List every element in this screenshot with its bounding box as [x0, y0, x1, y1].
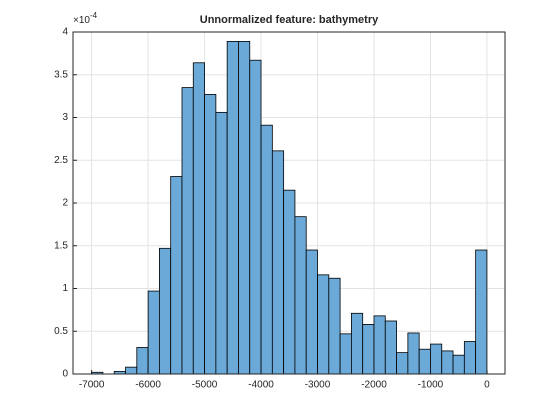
y-tick-label: 3 [62, 112, 68, 123]
bar [475, 249, 488, 375]
bar [238, 41, 251, 375]
y-multiplier: ×10-4 [73, 11, 98, 26]
y-tick-label: 0.5 [54, 326, 68, 337]
bar [384, 320, 397, 375]
y-tick-label: 1 [62, 283, 68, 294]
bar [418, 348, 431, 375]
x-tick-label: -6000 [135, 380, 161, 391]
x-tick-label: 0 [484, 380, 490, 391]
bar [463, 341, 477, 375]
bar [249, 59, 262, 375]
bar [430, 343, 443, 375]
y-multiplier-exponent: -4 [90, 11, 98, 20]
plot-frame [72, 31, 506, 375]
bar [373, 315, 386, 375]
x-tick-label: -3000 [305, 380, 331, 391]
bar [158, 247, 172, 375]
x-tick-label: -4000 [248, 380, 274, 391]
bar [136, 347, 149, 375]
x-tick-label: -5000 [192, 380, 218, 391]
bar [350, 312, 364, 375]
bar [441, 350, 454, 375]
y-tick-label: 2.5 [54, 155, 68, 166]
y-tick-label: 0 [62, 369, 68, 380]
bar [317, 274, 330, 375]
bar [396, 352, 409, 375]
bar [170, 176, 183, 375]
bar [192, 62, 205, 375]
bar [283, 189, 296, 375]
y-tick-label: 2 [62, 198, 68, 209]
bar [271, 150, 285, 375]
bar [147, 290, 160, 375]
bar [407, 332, 420, 375]
bar [452, 354, 465, 375]
bar [305, 249, 318, 375]
bar [260, 124, 273, 375]
bar [226, 41, 239, 375]
bar [294, 216, 307, 375]
x-tick-label: -1000 [418, 380, 444, 391]
bar [181, 87, 194, 375]
bar [125, 366, 138, 375]
bar [362, 324, 375, 375]
y-tick-label: 1.5 [54, 240, 68, 251]
bar [339, 333, 352, 375]
y-multiplier-base: ×10 [73, 15, 90, 26]
x-tick-label: -7000 [79, 380, 105, 391]
y-tick-label: 4 [62, 27, 68, 38]
bar [328, 277, 341, 375]
bar [204, 94, 217, 375]
chart-title: Unnormalized feature: bathymetry [200, 14, 379, 26]
x-tick-label: -2000 [361, 380, 387, 391]
y-tick-label: 3.5 [54, 69, 68, 80]
bar [215, 111, 228, 375]
